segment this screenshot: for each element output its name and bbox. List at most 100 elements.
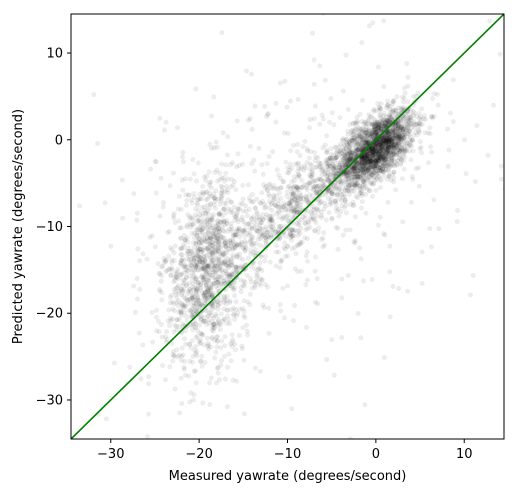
scatter-point — [273, 100, 279, 106]
scatter-point — [367, 131, 373, 137]
scatter-point — [383, 105, 390, 111]
scatter-point — [467, 292, 473, 298]
scatter-point — [431, 197, 437, 203]
scatter-point — [223, 210, 229, 216]
scatter-point — [454, 207, 461, 214]
scatter-point — [379, 117, 385, 123]
scatter-point — [188, 300, 194, 306]
scatter-point — [377, 121, 383, 127]
scatter-point — [145, 411, 152, 417]
scatter-point — [368, 148, 374, 154]
scatter-point — [356, 147, 362, 153]
scatter-point — [341, 159, 347, 165]
scatter-point — [395, 141, 402, 148]
scatter-point — [305, 219, 311, 225]
scatter-point — [352, 151, 358, 157]
scatter-point — [208, 185, 214, 191]
scatter-point — [368, 145, 374, 152]
scatter-point — [207, 402, 213, 408]
scatter-point — [390, 283, 396, 290]
scatter-point — [377, 155, 383, 162]
scatter-point — [166, 266, 172, 273]
scatter-point — [393, 135, 399, 141]
scatter-point — [369, 131, 375, 137]
scatter-point — [378, 127, 384, 133]
scatter-point — [372, 130, 378, 136]
scatter-point — [140, 342, 146, 348]
scatter-point — [369, 157, 375, 163]
scatter-point — [374, 158, 380, 164]
scatter-point — [173, 291, 179, 298]
scatter-point — [338, 165, 345, 171]
scatter-point — [322, 191, 328, 197]
scatter-point — [371, 163, 377, 169]
scatter-point — [381, 231, 387, 237]
scatter-point — [215, 226, 221, 232]
scatter-point — [157, 213, 163, 219]
scatter-point — [333, 201, 339, 207]
scatter-point — [364, 153, 371, 159]
scatter-point — [404, 125, 410, 131]
scatter-point — [341, 205, 347, 211]
scatter-point — [390, 143, 396, 149]
scatter-point — [387, 135, 393, 141]
scatter-point — [371, 153, 377, 159]
scatter-point — [376, 153, 382, 159]
scatter-point — [400, 132, 406, 138]
scatter-point — [393, 127, 400, 133]
scatter-point — [360, 182, 366, 189]
scatter-point — [377, 164, 383, 170]
scatter-point — [343, 170, 349, 176]
scatter-point — [275, 208, 281, 214]
scatter-point — [171, 215, 177, 221]
scatter-point — [348, 137, 354, 143]
scatter-point — [320, 235, 326, 241]
scatter-point — [360, 159, 366, 166]
scatter-point — [157, 115, 163, 121]
scatter-point — [419, 121, 425, 127]
scatter-point — [375, 157, 381, 163]
scatter-point — [313, 189, 319, 195]
scatter-point — [292, 196, 298, 202]
scatter-point — [389, 140, 395, 146]
scatter-point — [270, 227, 276, 233]
scatter-point — [291, 174, 297, 180]
scatter-point — [427, 131, 433, 137]
scatter-point — [373, 140, 380, 146]
scatter-point — [180, 321, 186, 327]
scatter-point — [317, 63, 323, 69]
scatter-point — [343, 210, 349, 216]
scatter-point — [357, 128, 363, 135]
scatter-point — [360, 128, 366, 135]
scatter-point — [363, 151, 369, 157]
scatter-point — [342, 161, 348, 167]
scatter-point — [373, 158, 379, 164]
scatter-point — [368, 158, 374, 165]
scatter-point — [349, 175, 355, 181]
scatter-point — [353, 238, 359, 244]
scatter-point — [232, 341, 238, 347]
scatter-point — [388, 138, 394, 144]
scatter-point — [386, 138, 392, 144]
scatter-point — [335, 246, 341, 252]
scatter-point — [347, 149, 353, 155]
scatter-point — [385, 130, 391, 136]
scatter-point — [387, 134, 393, 140]
scatter-point — [172, 243, 178, 249]
scatter-point — [396, 122, 402, 129]
scatter-point — [395, 135, 402, 141]
scatter-point — [235, 216, 241, 222]
scatter-point — [345, 160, 351, 167]
scatter-point — [389, 142, 395, 148]
scatter-point — [344, 137, 350, 143]
scatter-point — [228, 358, 234, 364]
scatter-point — [367, 148, 373, 154]
scatter-point — [380, 140, 386, 146]
scatter-point — [323, 157, 329, 164]
scatter-point — [379, 120, 385, 126]
scatter-point — [233, 299, 239, 305]
scatter-point — [179, 345, 185, 351]
scatter-point — [385, 137, 391, 143]
scatter-point — [378, 146, 385, 152]
scatter-point — [245, 332, 251, 338]
